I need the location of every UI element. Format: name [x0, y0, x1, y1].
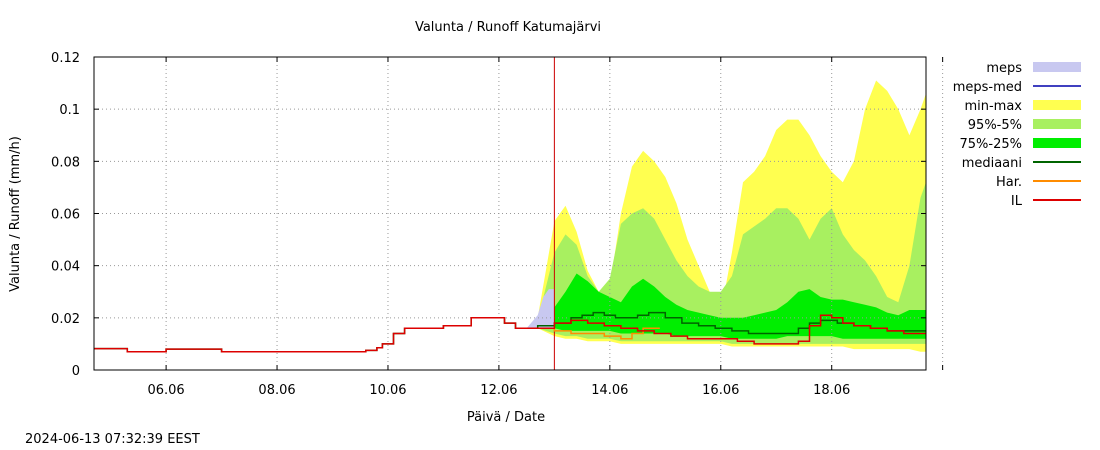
y-tick-label: 0.12: [51, 51, 80, 66]
y-tick-label: 0.02: [51, 312, 80, 327]
x-axis-label: Päivä / Date: [467, 410, 545, 425]
legend-label-mediaani: mediaani: [962, 156, 1022, 171]
legend-swatch-minmax: [1033, 100, 1081, 110]
legend-label-minmax: min-max: [964, 99, 1022, 114]
grid-lines: [94, 57, 944, 370]
legend-swatch-meps: [1033, 62, 1081, 72]
il-line: [94, 314, 926, 353]
x-tick-label: 08.06: [258, 383, 295, 398]
legend-label-har: Har.: [996, 175, 1022, 190]
x-tick-label: 10.06: [369, 383, 406, 398]
har-line: [537, 327, 660, 340]
p75-25-band: [537, 273, 926, 339]
y-tick-label: 0: [72, 364, 80, 379]
forecast-bands: [526, 80, 926, 352]
legend-swatch-p95-5: [1033, 119, 1081, 129]
chart-title: Valunta / Runoff Katumajärvi: [415, 20, 601, 35]
y-axis-ticks: 0 0.02 0.04 0.06 0.08 0.1 0.12: [51, 51, 926, 379]
legend-swatch-p75-25: [1033, 138, 1081, 148]
meps-band: [526, 289, 555, 329]
legend-label-meps: meps: [986, 61, 1022, 76]
y-tick-label: 0.08: [51, 155, 80, 170]
y-axis-label: Valunta / Runoff (mm/h): [8, 136, 23, 292]
legend-label-p75-25: 75%-25%: [960, 137, 1022, 152]
x-tick-label: 14.06: [591, 383, 628, 398]
footer-timestamp: 2024-06-13 07:32:39 EEST: [25, 432, 200, 447]
y-tick-label: 0.06: [51, 208, 80, 223]
x-axis-ticks: 06.06 08.06 10.06 12.06 14.06 16.06 18.06: [147, 57, 944, 398]
x-tick-label: 12.06: [480, 383, 517, 398]
x-tick-label: 18.06: [813, 383, 850, 398]
legend-label-p95-5: 95%-5%: [968, 118, 1022, 133]
x-tick-label: 06.06: [147, 383, 184, 398]
y-tick-label: 0.1: [59, 103, 80, 118]
x-tick-label: 16.06: [702, 383, 739, 398]
legend-label-il: IL: [1011, 194, 1023, 209]
series-lines: [94, 311, 926, 353]
y-tick-label: 0.04: [51, 260, 80, 275]
legend: meps meps-med min-max 95%-5% 75%-25% mediaani…: [953, 61, 1081, 209]
legend-label-meps-med: meps-med: [953, 80, 1022, 95]
